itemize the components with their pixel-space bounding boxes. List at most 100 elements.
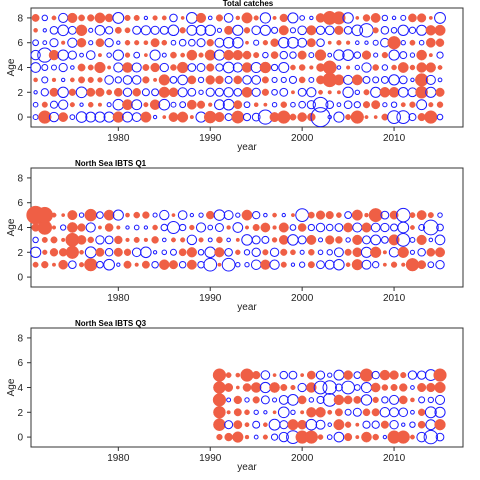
positive-residual-bubble (225, 372, 232, 378)
positive-residual-bubble (363, 89, 370, 96)
negative-residual-bubble (122, 87, 133, 97)
positive-residual-bubble (416, 234, 427, 245)
negative-residual-bubble (141, 88, 150, 97)
positive-residual-bubble (370, 382, 381, 393)
negative-residual-bubble (122, 75, 133, 85)
positive-residual-bubble (213, 381, 226, 394)
negative-residual-bubble (198, 212, 204, 218)
negative-residual-bubble (103, 258, 115, 271)
positive-residual-bubble (368, 208, 383, 223)
positive-residual-bubble (87, 64, 94, 71)
negative-residual-bubble (307, 223, 315, 232)
y-tick-label: 6 (17, 38, 23, 49)
positive-residual-bubble (87, 236, 94, 244)
positive-residual-bubble (124, 14, 131, 21)
negative-residual-bubble (251, 87, 261, 97)
negative-residual-bubble (354, 64, 360, 71)
negative-residual-bubble (75, 86, 88, 99)
positive-residual-bubble (428, 53, 433, 58)
positive-residual-bubble (409, 64, 416, 71)
x-tick-label: 2010 (383, 293, 406, 304)
positive-residual-bubble (424, 110, 438, 124)
positive-residual-bubble (84, 258, 98, 272)
positive-residual-bubble (272, 212, 277, 218)
positive-residual-bubble (143, 53, 148, 58)
positive-residual-bubble (69, 77, 75, 83)
negative-residual-bubble (336, 65, 342, 70)
negative-residual-bubble (178, 38, 187, 47)
negative-residual-bubble (333, 247, 344, 258)
negative-residual-bubble (235, 262, 241, 268)
negative-residual-bubble (159, 62, 169, 73)
negative-residual-bubble (353, 371, 362, 379)
positive-residual-bubble (223, 49, 234, 61)
positive-residual-bubble (297, 223, 307, 232)
positive-residual-bubble (51, 262, 56, 267)
positive-residual-bubble (132, 88, 141, 97)
positive-residual-bubble (243, 27, 251, 34)
negative-residual-bubble (253, 409, 259, 415)
x-axis-label: year (237, 142, 257, 153)
positive-residual-bubble (318, 89, 323, 95)
positive-residual-bubble (425, 37, 436, 48)
negative-residual-bubble (259, 12, 272, 24)
positive-residual-bubble (398, 395, 408, 405)
negative-residual-bubble (409, 52, 416, 58)
positive-residual-bubble (232, 49, 243, 61)
positive-residual-bubble (198, 52, 204, 58)
negative-residual-bubble (399, 51, 408, 60)
negative-residual-bubble (398, 75, 408, 85)
positive-residual-bubble (417, 382, 427, 393)
negative-residual-bubble (32, 114, 39, 121)
positive-residual-bubble (86, 87, 96, 97)
negative-residual-bubble (418, 224, 426, 231)
negative-residual-bubble (297, 25, 307, 36)
positive-residual-bubble (224, 25, 234, 35)
negative-residual-bubble (197, 260, 205, 269)
negative-residual-bubble (106, 102, 112, 108)
positive-residual-bubble (353, 395, 362, 404)
positive-residual-bubble (97, 77, 103, 83)
positive-residual-bubble (327, 40, 332, 45)
negative-residual-bubble (224, 75, 233, 84)
negative-residual-bubble (185, 12, 198, 24)
positive-residual-bubble (260, 222, 271, 233)
positive-residual-bubble (371, 408, 380, 417)
positive-residual-bubble (278, 235, 289, 245)
negative-residual-bubble (336, 102, 342, 108)
positive-residual-bubble (372, 396, 379, 404)
negative-residual-bubble (359, 23, 374, 38)
positive-residual-bubble (78, 76, 86, 84)
negative-residual-bubble (242, 112, 252, 122)
positive-residual-bubble (42, 249, 48, 255)
positive-residual-bubble (343, 370, 353, 380)
positive-residual-bubble (244, 434, 250, 440)
positive-residual-bubble (307, 211, 315, 219)
negative-residual-bubble (272, 397, 278, 403)
positive-residual-bubble (31, 13, 40, 22)
negative-residual-bubble (131, 62, 142, 73)
negative-residual-bubble (360, 394, 373, 406)
negative-residual-bubble (355, 40, 360, 45)
negative-residual-bubble (49, 38, 59, 48)
positive-residual-bubble (272, 373, 277, 378)
negative-residual-bubble (95, 235, 105, 245)
positive-residual-bubble (390, 261, 398, 268)
negative-residual-bubble (177, 210, 188, 220)
positive-residual-bubble (351, 74, 363, 86)
positive-residual-bubble (410, 397, 415, 403)
negative-residual-bubble (112, 209, 124, 221)
positive-residual-bubble (261, 88, 269, 96)
positive-residual-bubble (306, 407, 317, 418)
negative-residual-bubble (313, 380, 328, 395)
positive-residual-bubble (67, 12, 78, 23)
negative-residual-bubble (408, 26, 417, 34)
positive-residual-bubble (309, 65, 314, 70)
negative-residual-bubble (104, 248, 114, 257)
negative-residual-bubble (316, 395, 325, 404)
negative-residual-bubble (33, 90, 38, 95)
negative-residual-bubble (343, 100, 353, 110)
positive-residual-bubble (123, 260, 132, 269)
positive-residual-bubble (370, 246, 382, 258)
positive-residual-bubble (361, 222, 372, 233)
